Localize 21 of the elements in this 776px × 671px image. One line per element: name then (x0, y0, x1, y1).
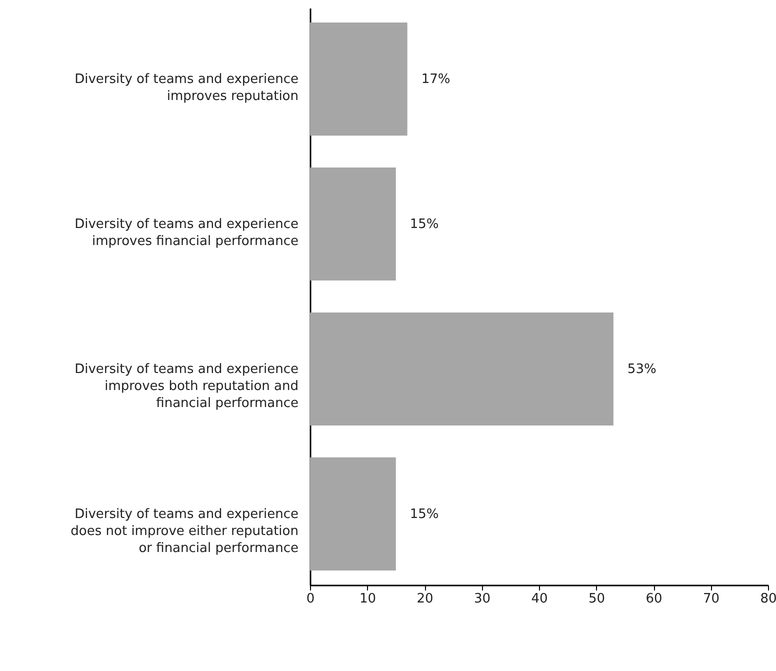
x-tick-label: 80 (760, 592, 776, 606)
bar (310, 167, 396, 281)
data-label: 15% (410, 506, 439, 522)
y-tick-label: Diversity of teams and experience improves both reputation and financial performance (74, 362, 298, 411)
data-label: 53% (627, 362, 656, 377)
bar (310, 457, 396, 571)
bar (310, 22, 408, 136)
x-tick-label: 50 (588, 592, 606, 606)
x-tick-label: 0 (306, 592, 315, 606)
y-tick-label: Diversity of teams and experience does not improve either reputation or financial performance (70, 506, 298, 556)
data-label: 17% (421, 72, 450, 88)
x-tick-label: 70 (702, 592, 720, 606)
x-tick-label: 20 (416, 592, 434, 606)
x-tick-label: 10 (359, 592, 376, 606)
x-tick-label: 40 (531, 592, 548, 606)
data-label: 15% (410, 217, 439, 232)
x-tick-label: 30 (474, 592, 491, 606)
y-tick-label: Diversity of teams and experience improves reputation (74, 72, 298, 104)
y-tick-label: Diversity of teams and experience improves financial performance (74, 217, 298, 250)
x-tick-label: 60 (646, 592, 662, 606)
bar (310, 312, 614, 426)
